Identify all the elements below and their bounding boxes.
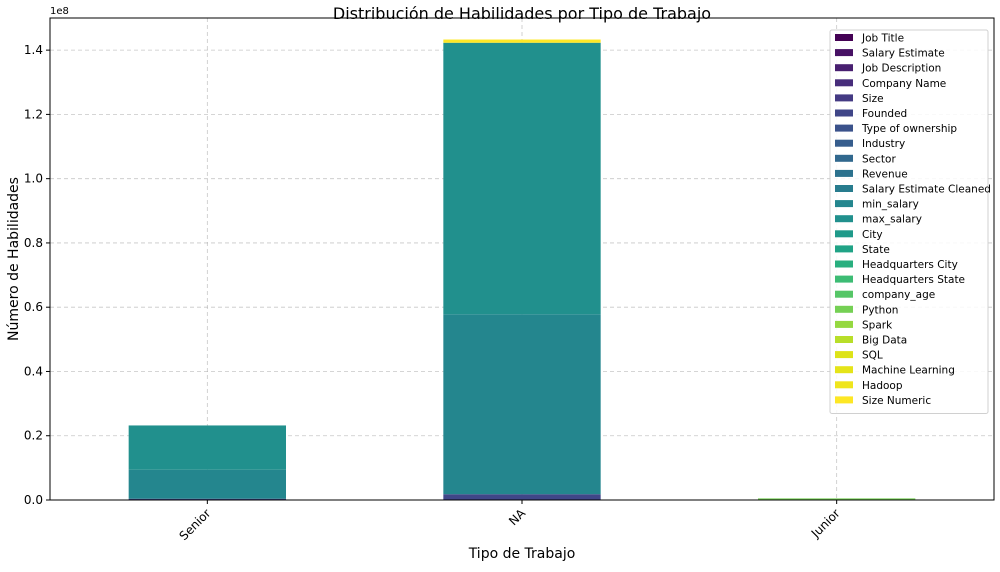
y-tick-label: 0.2 — [24, 429, 43, 443]
legend-label: Revenue — [862, 168, 908, 180]
y-axis-title: Número de Habilidades — [6, 177, 22, 341]
bar-segment — [443, 42, 601, 315]
legend-label: Job Title — [861, 33, 904, 45]
legend-swatch — [835, 139, 853, 147]
legend-swatch — [835, 381, 853, 389]
legend-swatch — [835, 336, 853, 343]
y-tick-label: 0.0 — [24, 493, 43, 507]
x-axis: Senior NA Junior — [177, 500, 843, 543]
legend-label: Industry — [862, 138, 905, 150]
bars-layer — [128, 39, 916, 500]
bar-segment — [128, 498, 286, 500]
y-tick-label: 0.6 — [24, 300, 43, 314]
legend-swatch — [835, 230, 853, 238]
bar-segment — [128, 469, 286, 499]
legend-swatch — [835, 64, 853, 72]
legend-label: Machine Learning — [862, 365, 955, 377]
bar-segment — [443, 39, 601, 43]
y-tick-label: 0.4 — [24, 364, 43, 378]
legend-label: Type of ownership — [861, 123, 957, 135]
x-tick-label: Junior — [808, 506, 843, 541]
x-tick-label: NA — [506, 506, 529, 529]
legend-swatch — [835, 124, 853, 132]
legend-label: City — [862, 229, 883, 241]
legend-label: company_age — [862, 289, 935, 301]
bar-segment — [758, 498, 916, 500]
y-tick-label: 1.4 — [24, 43, 43, 57]
legend-swatch — [835, 34, 853, 41]
legend-label: max_salary — [862, 214, 922, 226]
legend-swatch — [835, 185, 853, 192]
legend-label: Python — [862, 304, 898, 316]
legend-label: Salary Estimate Cleaned — [862, 184, 991, 196]
legend-swatch — [835, 245, 853, 253]
chart-title: Distribución de Habilidades por Tipo de … — [333, 4, 711, 23]
legend-swatch — [835, 109, 853, 117]
legend-swatch — [835, 49, 853, 57]
y-tick-label: 0.8 — [24, 236, 43, 250]
legend-label: State — [862, 244, 890, 256]
legend-label: Sector — [862, 153, 896, 165]
legend-swatch — [835, 351, 853, 359]
legend-swatch — [835, 169, 853, 177]
legend-label: Big Data — [862, 335, 907, 347]
legend-swatch — [835, 396, 853, 404]
legend-label: Founded — [862, 108, 907, 120]
legend-label: Size — [862, 93, 884, 105]
y-axis-multiplier: 1e8 — [50, 6, 69, 17]
legend-swatch — [835, 154, 853, 162]
legend-swatch — [835, 215, 853, 223]
legend-swatch — [835, 320, 853, 328]
legend-label: Job Description — [861, 63, 941, 75]
legend-box — [829, 29, 989, 414]
y-axis: 0.0 0.2 0.4 0.6 0.8 1.0 1.2 1.4 — [24, 43, 50, 507]
x-tick-label: Senior — [177, 506, 214, 543]
legend-swatch — [835, 275, 853, 283]
legend-label: Headquarters City — [862, 259, 958, 271]
bar-segment — [443, 494, 601, 500]
x-axis-title: Tipo de Trabajo — [468, 546, 576, 562]
legend-swatch — [835, 260, 853, 268]
legend-label: min_salary — [862, 199, 919, 211]
legend-swatch — [835, 79, 853, 87]
legend-swatch — [835, 290, 853, 298]
bar-segment — [128, 425, 286, 470]
legend-swatch — [835, 305, 853, 313]
y-tick-label: 1.2 — [24, 107, 43, 121]
legend-swatch — [835, 366, 853, 374]
legend-label: Salary Estimate — [862, 48, 945, 60]
legend-label: SQL — [862, 350, 883, 362]
bar-segment — [443, 314, 601, 495]
legend-label: Headquarters State — [862, 274, 965, 286]
y-tick-label: 1.0 — [24, 172, 43, 186]
legend-swatch — [835, 94, 853, 102]
legend-label: Spark — [862, 319, 893, 331]
legend: Job Title Salary Estimate Job Description C… — [829, 29, 991, 414]
legend-swatch — [835, 200, 853, 208]
legend-label: Hadoop — [862, 380, 903, 392]
legend-label: Company Name — [862, 78, 946, 90]
legend-label: Size Numeric — [862, 395, 931, 407]
